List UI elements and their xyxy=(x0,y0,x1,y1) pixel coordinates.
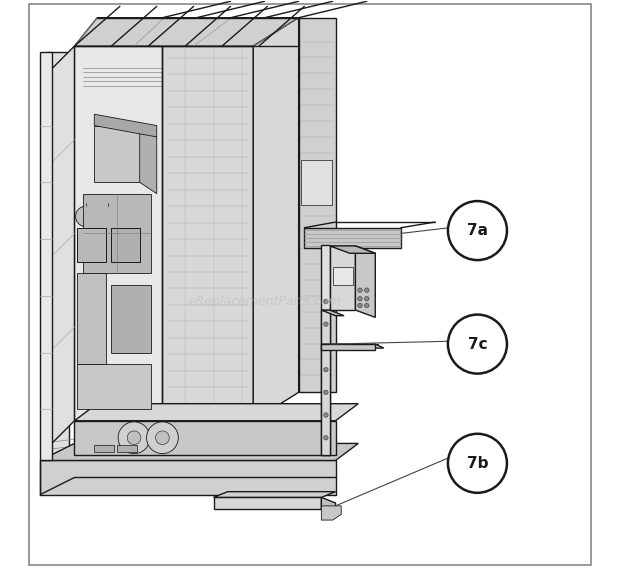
Circle shape xyxy=(156,431,169,444)
Circle shape xyxy=(365,296,369,301)
Polygon shape xyxy=(162,46,253,420)
Polygon shape xyxy=(94,444,114,452)
Polygon shape xyxy=(94,126,140,182)
Polygon shape xyxy=(40,52,51,460)
Polygon shape xyxy=(78,273,105,364)
Polygon shape xyxy=(321,310,330,455)
Circle shape xyxy=(448,315,507,374)
Polygon shape xyxy=(51,46,74,443)
Polygon shape xyxy=(321,310,344,316)
Circle shape xyxy=(448,434,507,493)
Polygon shape xyxy=(78,228,105,262)
Polygon shape xyxy=(355,246,375,318)
Polygon shape xyxy=(74,18,299,46)
Circle shape xyxy=(358,296,362,301)
Polygon shape xyxy=(117,444,137,452)
Polygon shape xyxy=(321,245,330,455)
Polygon shape xyxy=(74,420,335,455)
Polygon shape xyxy=(94,114,157,137)
Text: 7c: 7c xyxy=(467,337,487,352)
Polygon shape xyxy=(40,443,358,460)
Polygon shape xyxy=(321,497,335,514)
Polygon shape xyxy=(213,492,335,497)
Polygon shape xyxy=(301,160,332,205)
Polygon shape xyxy=(112,228,140,262)
Circle shape xyxy=(365,303,369,308)
Polygon shape xyxy=(304,228,401,248)
Polygon shape xyxy=(299,18,335,393)
Circle shape xyxy=(448,201,507,260)
Polygon shape xyxy=(46,52,69,460)
Polygon shape xyxy=(333,267,353,284)
Polygon shape xyxy=(213,497,321,509)
Polygon shape xyxy=(253,18,299,420)
Polygon shape xyxy=(321,344,384,348)
Polygon shape xyxy=(78,364,151,409)
Polygon shape xyxy=(321,506,341,520)
Circle shape xyxy=(146,422,179,453)
Polygon shape xyxy=(83,193,151,273)
Polygon shape xyxy=(140,126,157,193)
Circle shape xyxy=(118,422,150,453)
Circle shape xyxy=(365,288,369,292)
Polygon shape xyxy=(330,246,355,310)
Polygon shape xyxy=(330,246,375,253)
Circle shape xyxy=(324,435,328,440)
Text: 7a: 7a xyxy=(467,223,488,238)
Polygon shape xyxy=(321,344,375,350)
Circle shape xyxy=(324,368,328,372)
Circle shape xyxy=(99,206,118,226)
Text: eReplacementParts.com: eReplacementParts.com xyxy=(188,295,341,308)
Circle shape xyxy=(358,303,362,308)
Polygon shape xyxy=(74,46,253,420)
Circle shape xyxy=(76,206,96,226)
Circle shape xyxy=(127,431,141,444)
Circle shape xyxy=(324,413,328,417)
Circle shape xyxy=(324,322,328,327)
Circle shape xyxy=(324,299,328,304)
Polygon shape xyxy=(74,403,358,420)
Polygon shape xyxy=(112,284,151,353)
Text: 7b: 7b xyxy=(467,456,488,471)
Circle shape xyxy=(358,288,362,292)
Circle shape xyxy=(324,345,328,349)
Polygon shape xyxy=(40,460,335,494)
Circle shape xyxy=(324,390,328,395)
